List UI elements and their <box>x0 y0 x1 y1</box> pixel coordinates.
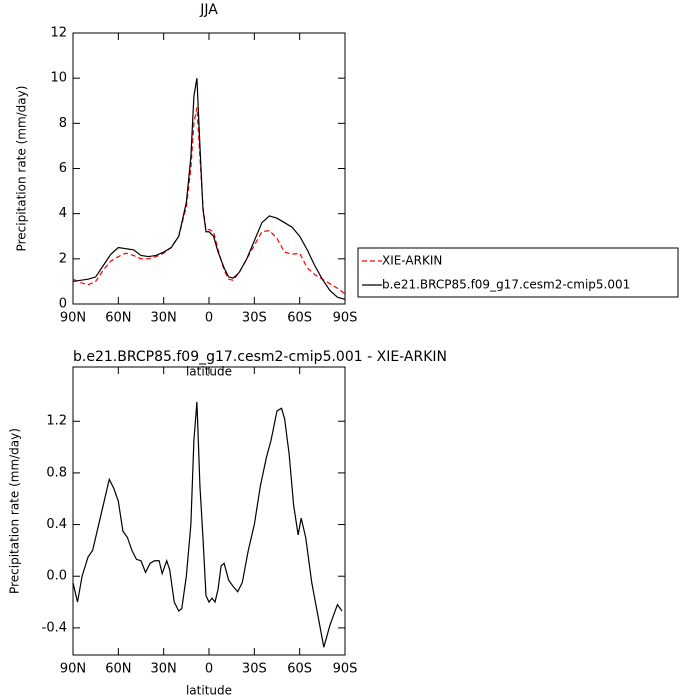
plot-frame <box>72 366 346 656</box>
y-tick-label: 12 <box>50 26 67 41</box>
legend-box <box>357 247 679 298</box>
x-tick-label: 90S <box>333 311 358 326</box>
y-tick-label: -0.4 <box>42 620 67 635</box>
y-tick-label: 6 <box>59 161 67 176</box>
x-tick-label: 30N <box>151 311 177 326</box>
y-axis-label: Precipitation rate (mm/day) <box>15 86 29 252</box>
chart-title: b.e21.BRCP85.f09_g17.cesm2-cmip5.001 - X… <box>73 349 447 365</box>
y-tick-label: 8 <box>59 116 67 131</box>
x-tick-label: 60S <box>287 662 312 677</box>
x-tick-label: 60S <box>287 311 312 326</box>
x-tick-label: 30S <box>242 311 267 326</box>
x-tick-label: 90S <box>333 662 358 677</box>
y-axis-label: Precipitation rate (mm/day) <box>8 428 22 594</box>
x-tick-label: 90N <box>60 662 86 677</box>
x-tick-label: 60N <box>105 311 131 326</box>
y-tick-label: 4 <box>59 206 67 221</box>
x-tick-label: 30S <box>242 662 267 677</box>
legend-label: XIE-ARKIN <box>382 254 442 268</box>
y-tick-label: 10 <box>50 71 67 86</box>
x-tick-label: 0 <box>205 662 213 677</box>
y-tick-label: 0.4 <box>46 517 67 532</box>
data-line <box>72 401 343 648</box>
legend-label: b.e21.BRCP85.f09_g17.cesm2-cmip5.001 <box>382 278 630 292</box>
y-tick-label: 0.0 <box>46 569 67 584</box>
y-tick-label: 0 <box>59 297 67 312</box>
chart-title: JJA <box>199 2 218 18</box>
plot-frame <box>72 32 346 305</box>
y-tick-label: 2 <box>59 251 67 266</box>
x-tick-label: 90N <box>60 311 86 326</box>
y-tick-label: 1.2 <box>46 414 67 429</box>
x-tick-label: 60N <box>105 662 131 677</box>
x-axis-label: latitude <box>186 684 232 698</box>
data-line <box>72 78 346 301</box>
x-tick-label: 0 <box>205 311 213 326</box>
x-tick-label: 30N <box>151 662 177 677</box>
data-line <box>72 107 346 295</box>
y-tick-label: 0.8 <box>46 465 67 480</box>
